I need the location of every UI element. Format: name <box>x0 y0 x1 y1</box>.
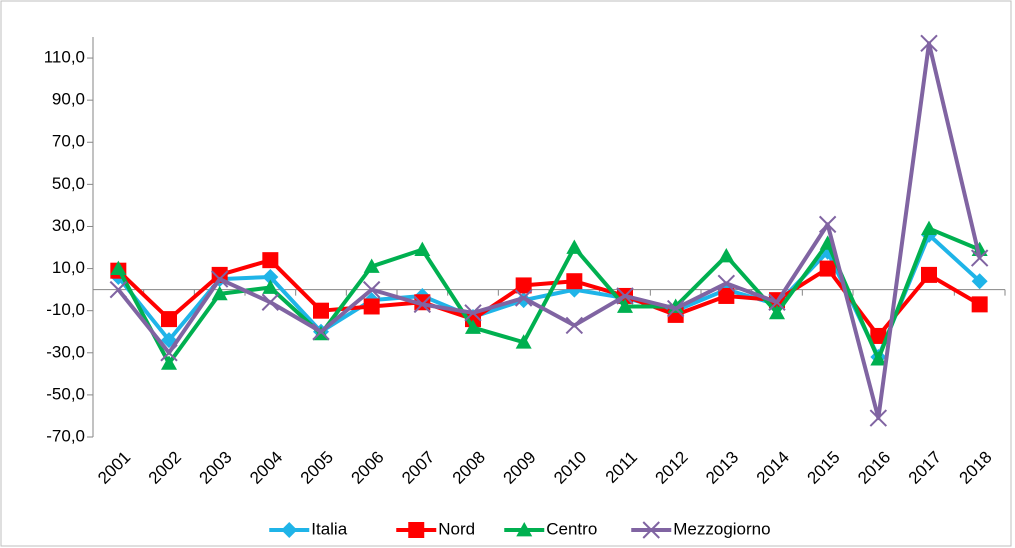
marker <box>313 302 329 319</box>
marker <box>566 273 583 290</box>
marker <box>408 522 425 538</box>
marker <box>262 279 279 294</box>
marker <box>281 522 298 538</box>
marker <box>211 285 228 301</box>
marker <box>464 304 482 322</box>
marker <box>160 344 178 362</box>
marker <box>312 323 330 341</box>
legend-label: Nord <box>438 519 475 538</box>
marker <box>515 334 532 349</box>
marker <box>819 260 836 277</box>
marker <box>617 298 633 313</box>
marker <box>921 266 937 283</box>
marker <box>971 273 988 290</box>
marker <box>768 293 786 311</box>
marker <box>261 293 280 311</box>
marker <box>971 241 988 257</box>
y-tick-label: 70,0 <box>52 132 85 151</box>
legend-label: Centro <box>546 519 597 538</box>
marker <box>413 295 432 314</box>
legend-label: Mezzogiorno <box>673 519 770 538</box>
marker <box>262 269 279 285</box>
marker <box>921 220 937 235</box>
marker <box>565 316 584 335</box>
marker <box>870 351 887 366</box>
marker <box>616 287 634 305</box>
series-line <box>116 41 982 421</box>
marker <box>414 241 431 257</box>
marker <box>363 298 380 315</box>
legend-item: Italia <box>269 519 348 538</box>
marker <box>970 249 989 267</box>
legend-item: Centro <box>504 519 597 538</box>
marker <box>869 409 888 427</box>
y-tick-label: -70,0 <box>46 426 85 445</box>
marker <box>161 355 177 370</box>
marker <box>818 215 837 234</box>
marker <box>465 319 481 334</box>
marker <box>262 252 279 269</box>
y-tick-label: 30,0 <box>52 216 85 235</box>
marker <box>769 304 785 320</box>
marker <box>363 258 380 273</box>
y-tick-label: 90,0 <box>52 90 85 109</box>
series-line <box>116 258 981 338</box>
marker <box>516 522 533 537</box>
marker <box>870 327 887 344</box>
marker <box>109 280 128 299</box>
marker <box>718 247 735 263</box>
y-tick-label: 10,0 <box>52 258 85 277</box>
y-tick-label: 110,0 <box>44 48 85 67</box>
marker <box>642 521 660 539</box>
marker <box>161 311 177 328</box>
y-tick-label: -30,0 <box>46 342 85 361</box>
marker <box>210 270 229 288</box>
marker <box>514 289 533 307</box>
marker <box>362 280 381 299</box>
marker <box>566 239 583 254</box>
marker <box>515 277 532 294</box>
y-tick-label: -50,0 <box>46 384 85 403</box>
y-tick-label: 50,0 <box>52 174 85 193</box>
y-tick-label: -10,0 <box>46 300 85 319</box>
legend-label: Italia <box>311 519 347 538</box>
marker <box>717 274 736 293</box>
marker <box>718 287 735 304</box>
marker <box>110 260 127 275</box>
legend-item: Nord <box>396 519 475 538</box>
legend-item: Mezzogiorno <box>631 519 771 539</box>
marker <box>666 299 685 318</box>
marker <box>920 34 938 53</box>
marker <box>971 296 988 313</box>
